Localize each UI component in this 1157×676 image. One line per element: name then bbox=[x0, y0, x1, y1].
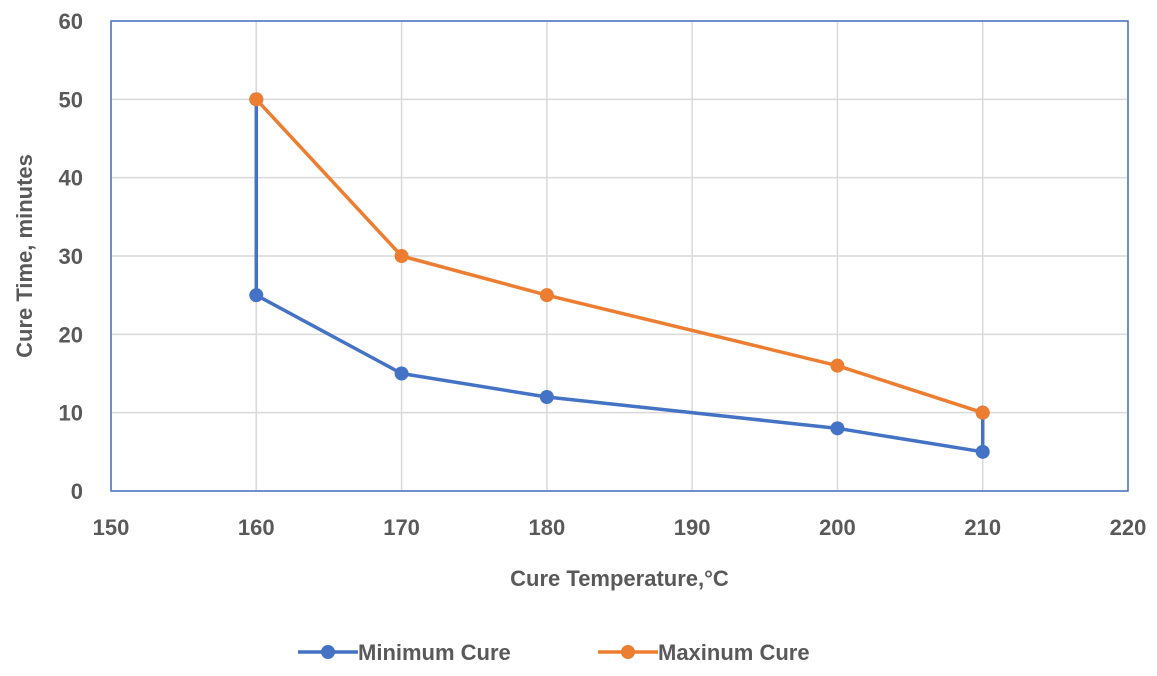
legend-swatch-marker bbox=[621, 645, 635, 659]
data-point bbox=[975, 405, 990, 420]
x-tick-labels: 150 160 170 180 190 200 210 220 bbox=[93, 515, 1147, 540]
data-point bbox=[249, 288, 264, 303]
x-axis-title: Cure Temperature,°C bbox=[510, 566, 729, 591]
x-tick-label: 200 bbox=[819, 515, 856, 540]
x-tick-label: 150 bbox=[93, 515, 130, 540]
y-tick-label: 30 bbox=[59, 244, 83, 269]
x-tick-label: 220 bbox=[1110, 515, 1147, 540]
y-tick-label: 60 bbox=[59, 9, 83, 34]
x-tick-label: 180 bbox=[528, 515, 565, 540]
data-point bbox=[975, 444, 990, 459]
data-point bbox=[394, 366, 409, 381]
data-point bbox=[539, 390, 554, 404]
y-tick-label: 20 bbox=[59, 322, 83, 347]
y-tick-label: 0 bbox=[71, 479, 83, 504]
legend-item: Minimum Cure bbox=[298, 640, 511, 665]
y-tick-label: 40 bbox=[59, 166, 83, 191]
y-axis-title: Cure Time, minutes bbox=[12, 154, 37, 358]
series-group bbox=[249, 92, 990, 459]
grid-lines bbox=[110, 20, 1129, 492]
series-line bbox=[254, 99, 985, 454]
data-point bbox=[830, 358, 845, 373]
data-point bbox=[249, 92, 264, 107]
x-tick-label: 160 bbox=[238, 515, 275, 540]
x-tick-label: 210 bbox=[964, 515, 1001, 540]
legend-item: Maxinum Cure bbox=[598, 640, 810, 665]
data-point bbox=[830, 421, 845, 436]
legend-swatch-marker bbox=[321, 645, 335, 659]
legend-label: Maxinum Cure bbox=[658, 640, 810, 665]
x-tick-label: 190 bbox=[674, 515, 711, 540]
legend: Minimum Cure Maxinum Cure bbox=[298, 640, 810, 665]
series-lines bbox=[249, 92, 990, 459]
y-tick-label: 10 bbox=[59, 401, 83, 426]
series-group bbox=[249, 92, 990, 420]
y-tick-labels: 0 10 20 30 40 50 60 bbox=[59, 9, 83, 504]
data-point bbox=[394, 249, 409, 263]
data-point bbox=[539, 288, 554, 303]
y-tick-label: 50 bbox=[59, 87, 83, 112]
legend-label: Minimum Cure bbox=[358, 640, 511, 665]
x-tick-label: 170 bbox=[383, 515, 420, 540]
plot-area-border bbox=[110, 20, 1129, 492]
